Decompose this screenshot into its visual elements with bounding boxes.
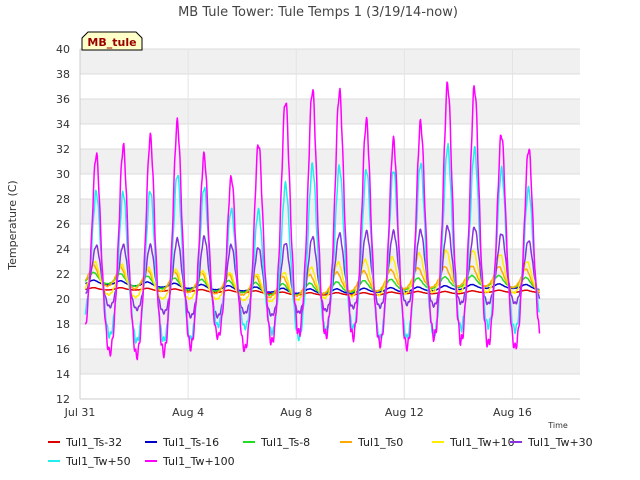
y-tick-label: 16 [56,343,70,356]
legend-label: Tul1_Ts-8 [260,436,310,449]
legend-item: Tul1_Tw+50 [48,455,131,468]
legend-label: Tul1_Ts0 [357,436,403,449]
legend: Tul1_Ts-32 Tul1_Ts-16 Tul1_Ts-8 Tul1_Ts0 Tul… [48,436,593,468]
y-tick-label: 30 [56,168,70,181]
y-tick-label: 40 [56,43,70,56]
y-tick-label: 18 [56,318,70,331]
x-axis-ticks: Jul 31 Aug 4 Aug 8 Aug 12 Aug 16 [64,406,532,419]
series-line-Tul1_Tw+30 [85,224,541,319]
legend-label: Tul1_Tw+10 [449,436,515,449]
legend-label: Tul1_Ts-32 [65,436,122,449]
x-tick-label: Aug 12 [385,406,424,419]
x-tick-label: Aug 8 [280,406,312,419]
y-tick-label: 34 [56,118,70,131]
x-tick-label: Aug 16 [493,406,532,419]
legend-label: Tul1_Ts-16 [162,436,219,449]
legend-item: Tul1_Ts-16 [145,436,219,449]
series-line-Tul1_Tw+10 [84,249,540,303]
x-tick-label: Jul 31 [64,406,96,419]
legend-item: Tul1_Tw+10 [432,436,515,449]
legend-item: Tul1_Ts-32 [48,436,122,449]
y-tick-label: 38 [56,68,70,81]
y-tick-label: 32 [56,143,70,156]
y-tick-label: 24 [56,243,70,256]
grid-band [80,349,580,374]
series-line-Tul1_Ts-8 [84,271,540,296]
legend-label: Tul1_Tw+30 [527,436,593,449]
grid-band [80,49,580,74]
y-tick-label: 22 [56,268,70,281]
x-tick-label: Aug 4 [172,406,204,419]
station-label: MB_tule [87,36,136,49]
y-axis-label: Temperature (C) [6,180,19,270]
series-line-Tul1_Tw+100 [84,81,541,361]
legend-item: Tul1_Ts0 [340,436,403,449]
chart-title: MB Tule Tower: Tule Temps 1 (3/19/14-now… [178,5,458,20]
legend-label: Tul1_Tw+50 [65,455,131,468]
series-line-Tul1_Ts-16 [85,279,540,295]
station-label-box: MB_tule [81,31,143,51]
y-tick-label: 14 [56,368,70,381]
series-line-Tul1_Ts0 [84,264,540,299]
y-tick-label: 28 [56,193,70,206]
grid-band [80,99,580,124]
x-axis-label: Time [547,421,568,430]
y-axis-ticks: 12 14 16 18 20 22 24 26 28 30 32 34 36 38 40 [56,43,70,406]
legend-label: Tul1_Tw+100 [162,455,235,468]
legend-item: Tul1_Tw+30 [510,436,593,449]
y-tick-label: 20 [56,293,70,306]
grid-band [80,149,580,174]
y-tick-label: 12 [56,393,70,406]
legend-item: Tul1_Ts-8 [243,436,310,449]
legend-item: Tul1_Tw+100 [145,455,235,468]
y-tick-label: 26 [56,218,70,231]
series-layer [84,81,541,361]
y-tick-label: 36 [56,93,70,106]
